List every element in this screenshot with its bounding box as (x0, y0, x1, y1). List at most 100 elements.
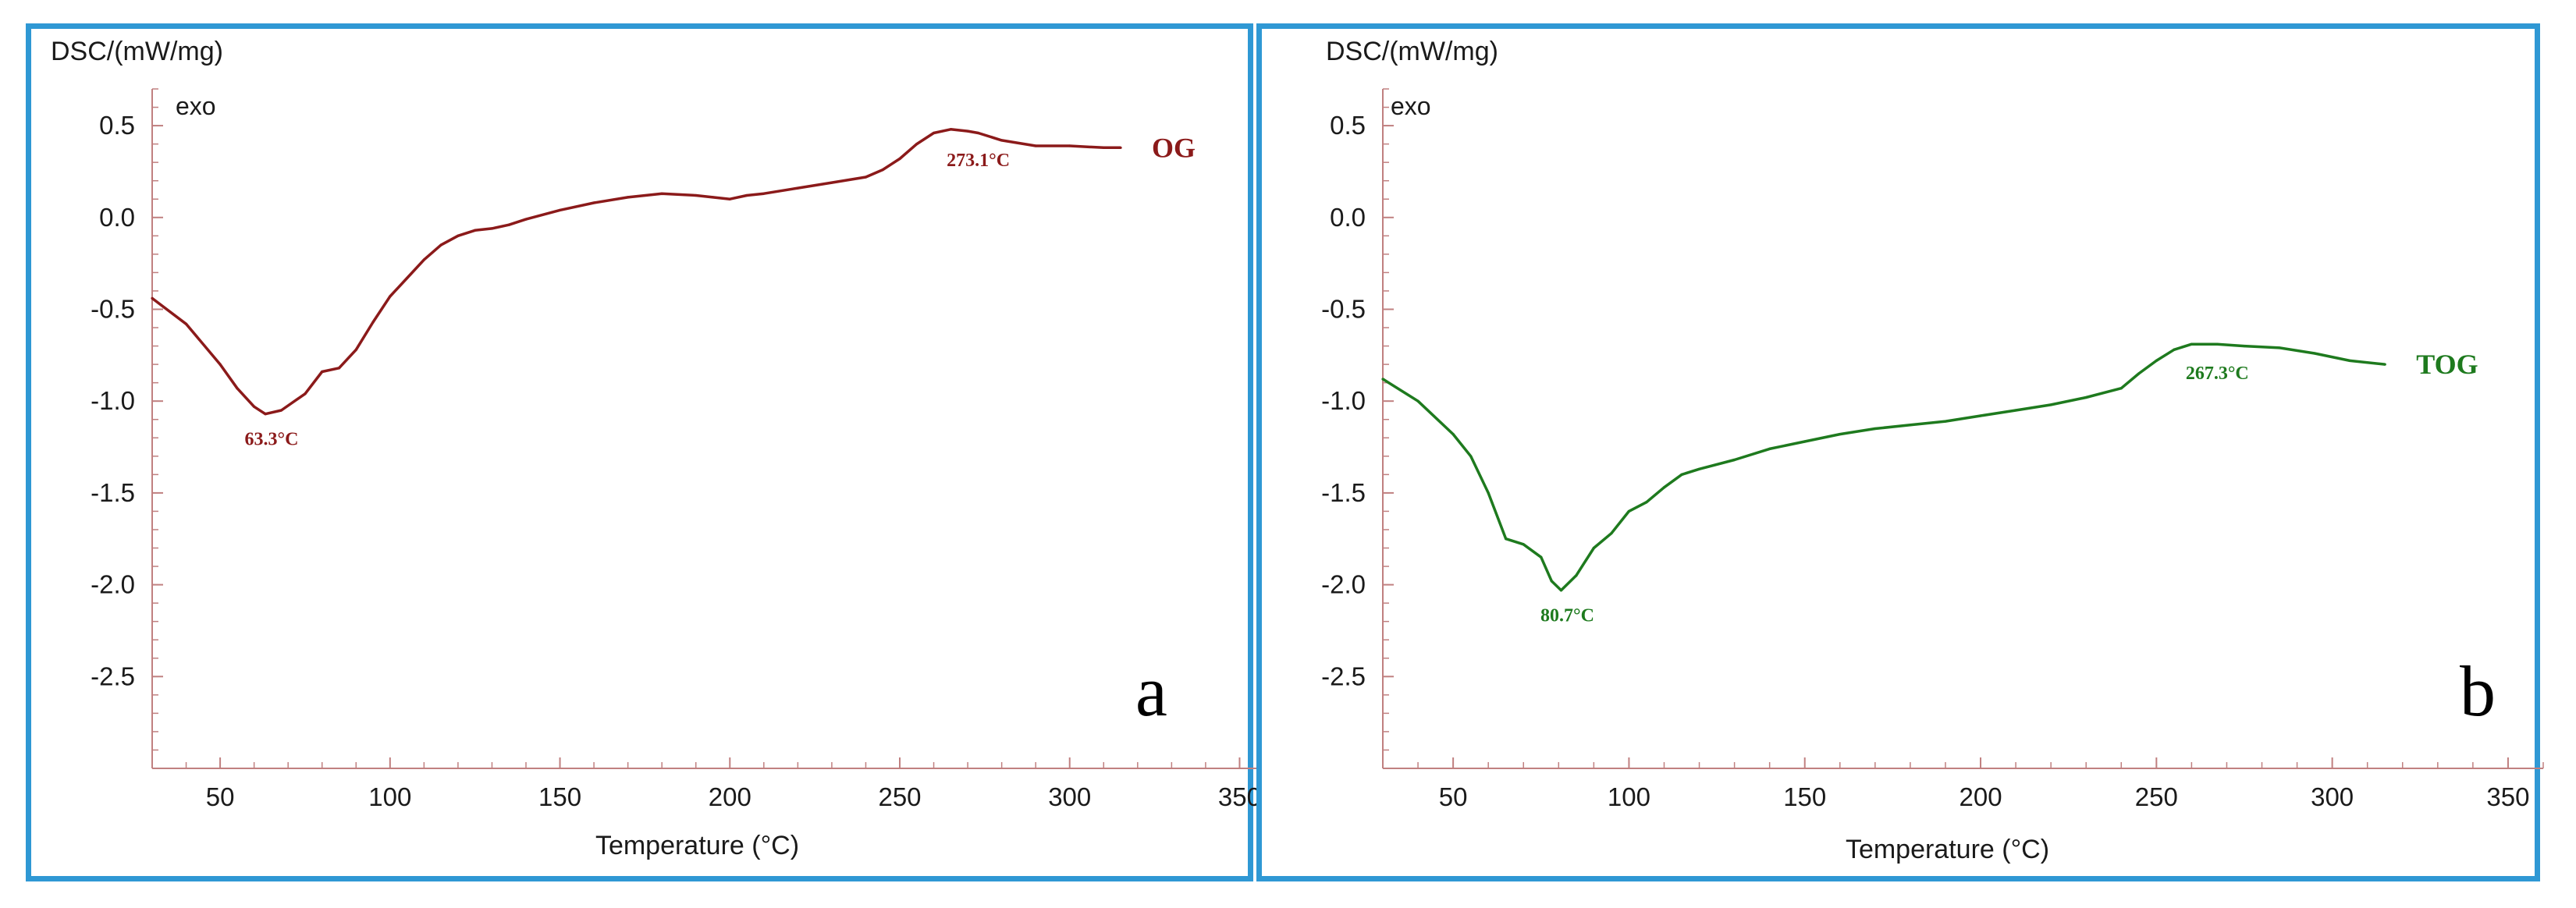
data-point (264, 413, 267, 416)
data-point (1451, 432, 1455, 436)
exo-label: exo (176, 92, 216, 120)
data-point (932, 131, 936, 135)
dsc-chart-b: 0.5 0.0 -0.5 -1.0 -1.5 -2.0 -2.5 50 100 150 200 250… (1321, 37, 2544, 864)
panel-letter: a (1135, 651, 1167, 731)
data-point (1680, 473, 1683, 476)
data-point (762, 192, 766, 195)
x-tick-label: 200 (709, 782, 751, 811)
data-point (1627, 509, 1631, 513)
data-point (304, 392, 307, 395)
data-point (1000, 139, 1004, 142)
data-point (184, 322, 188, 325)
data-point (457, 234, 460, 237)
data-point (1874, 427, 1877, 431)
data-point (1839, 432, 1842, 436)
data-point (422, 258, 425, 261)
data-point (1416, 399, 1419, 403)
x-tick-label: 50 (206, 782, 235, 811)
data-point (1034, 144, 1037, 147)
data-point (966, 129, 969, 133)
data-point (2383, 363, 2386, 366)
data-point (2190, 342, 2193, 346)
y-tick-label: -2.5 (1321, 661, 1366, 690)
data-point (2173, 348, 2176, 351)
data-point (1610, 532, 1613, 535)
data-point (1550, 580, 1553, 583)
data-point (1487, 491, 1490, 495)
data-point (405, 276, 409, 280)
series-name-label: TOG (2416, 349, 2478, 380)
data-point (864, 176, 868, 179)
data-point (2313, 352, 2316, 355)
data-point (592, 201, 595, 204)
data-point (2348, 359, 2351, 362)
data-point (279, 409, 283, 412)
x-tick-label: 350 (2486, 782, 2529, 811)
data-point (898, 157, 901, 161)
x-axis-title: Temperature (°C) (595, 831, 799, 860)
data-point (1505, 537, 1508, 541)
data-point (711, 196, 715, 199)
chart-panel-a: 0.5 0.0 -0.5 -1.0 -1.5 -2.0 -2.5 50 100 150 200 250… (26, 23, 1274, 881)
peak-annotation: 267.3°C (2186, 364, 2249, 384)
data-point (1944, 420, 1947, 423)
y-tick-label: -2.5 (91, 661, 135, 690)
x-tick-label: 50 (1439, 782, 1468, 811)
data-point (796, 186, 799, 190)
data-point (1768, 447, 1771, 450)
y-axis-title: DSC/(mW/mg) (1326, 37, 1498, 66)
data-point (1909, 424, 1912, 427)
data-point (354, 348, 357, 351)
data-point (1068, 144, 1071, 147)
exo-label: exo (1391, 92, 1431, 120)
x-tick-label: 150 (1783, 782, 1826, 811)
x-tick-label: 150 (538, 782, 581, 811)
data-point (151, 296, 154, 300)
y-tick-label: -1.0 (91, 386, 135, 415)
x-axis-title: Temperature (°C) (1846, 835, 2049, 864)
peak-annotation: 273.1°C (947, 151, 1010, 171)
data-point (2215, 342, 2219, 346)
data-point (745, 193, 748, 197)
data-point (695, 193, 698, 197)
peak-annotation: 80.7°C (1540, 606, 1594, 626)
data-point (1559, 589, 1563, 592)
chart-panel-b: 0.5 0.0 -0.5 -1.0 -1.5 -2.0 -2.5 50 100 150 200 250… (1256, 23, 2544, 881)
data-point (1119, 146, 1122, 149)
data-point (660, 192, 663, 195)
data-point (1662, 486, 1666, 489)
data-point (2155, 359, 2158, 362)
x-tick-label: 100 (1608, 782, 1650, 811)
y-tick-label: -1.5 (91, 478, 135, 507)
dsc-chart-a: 0.5 0.0 -0.5 -1.0 -1.5 -2.0 -2.5 50 100 150 200 250… (51, 37, 1274, 860)
data-point (1540, 555, 1543, 559)
y-tick-label: -1.0 (1321, 386, 1366, 415)
data-point (949, 128, 952, 131)
series-line-tog (1382, 342, 2386, 592)
data-point (728, 197, 731, 200)
y-tick-label: -0.5 (1321, 294, 1366, 323)
data-point (830, 181, 833, 184)
data-point (558, 208, 562, 211)
data-point (1803, 440, 1807, 443)
data-point (1697, 467, 1701, 470)
data-point (253, 405, 256, 408)
x-tick-label: 250 (2135, 782, 2178, 811)
data-point (1592, 546, 1595, 550)
data-point (915, 143, 918, 146)
series-name-label: OG (1152, 132, 1196, 163)
data-point (474, 229, 477, 232)
data-point (337, 367, 341, 370)
data-point (439, 243, 442, 247)
data-point (389, 295, 392, 298)
data-point (1469, 455, 1473, 458)
y-tick-label: 0.0 (99, 203, 135, 232)
data-point (2014, 409, 2017, 412)
panel-letter: b (2460, 651, 2496, 731)
data-point (371, 321, 375, 324)
data-point (627, 196, 630, 199)
x-tick-label: 350 (1218, 782, 1261, 811)
y-tick-label: -2.0 (1321, 570, 1366, 599)
data-point (1102, 146, 1105, 149)
data-point (1381, 378, 1384, 381)
